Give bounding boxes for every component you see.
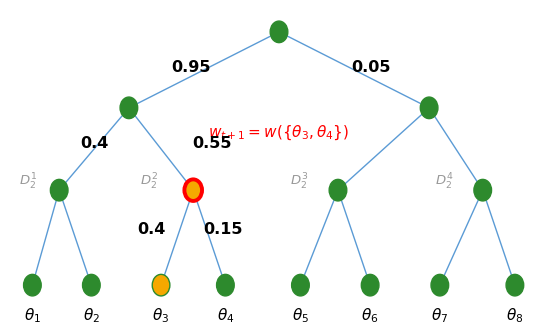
Text: $D_2^1$: $D_2^1$ — [18, 172, 37, 192]
Text: $w_{t+1} = w(\{\theta_3, \theta_4\})$: $w_{t+1} = w(\{\theta_3, \theta_4\})$ — [209, 124, 349, 142]
Ellipse shape — [474, 179, 492, 201]
Ellipse shape — [217, 275, 234, 296]
Text: $\theta_2$: $\theta_2$ — [83, 306, 100, 325]
Ellipse shape — [50, 179, 68, 201]
Text: $\theta_4$: $\theta_4$ — [217, 306, 234, 325]
Text: $\theta_7$: $\theta_7$ — [431, 306, 449, 325]
Ellipse shape — [83, 275, 100, 296]
Text: 0.05: 0.05 — [352, 60, 391, 76]
Text: $\theta_6$: $\theta_6$ — [362, 306, 379, 325]
Text: $\theta_3$: $\theta_3$ — [152, 306, 170, 325]
Ellipse shape — [431, 275, 449, 296]
Ellipse shape — [292, 275, 309, 296]
Text: $\theta_5$: $\theta_5$ — [292, 306, 309, 325]
Ellipse shape — [362, 275, 379, 296]
Text: $D_2^3$: $D_2^3$ — [290, 172, 309, 192]
Text: $\theta_1$: $\theta_1$ — [24, 306, 41, 325]
Text: $\theta_8$: $\theta_8$ — [506, 306, 523, 325]
Text: 0.4: 0.4 — [137, 222, 166, 237]
Ellipse shape — [23, 275, 41, 296]
Ellipse shape — [329, 179, 347, 201]
Ellipse shape — [506, 275, 524, 296]
Ellipse shape — [184, 179, 202, 201]
Ellipse shape — [152, 275, 170, 296]
Text: $D_2^2$: $D_2^2$ — [141, 172, 158, 192]
Ellipse shape — [420, 97, 438, 119]
Ellipse shape — [270, 21, 288, 43]
Text: $D_2^4$: $D_2^4$ — [435, 172, 453, 192]
Text: 0.4: 0.4 — [80, 136, 108, 151]
Text: 0.15: 0.15 — [203, 222, 243, 237]
Text: 0.55: 0.55 — [193, 136, 232, 151]
Ellipse shape — [120, 97, 138, 119]
Text: 0.95: 0.95 — [171, 60, 210, 76]
